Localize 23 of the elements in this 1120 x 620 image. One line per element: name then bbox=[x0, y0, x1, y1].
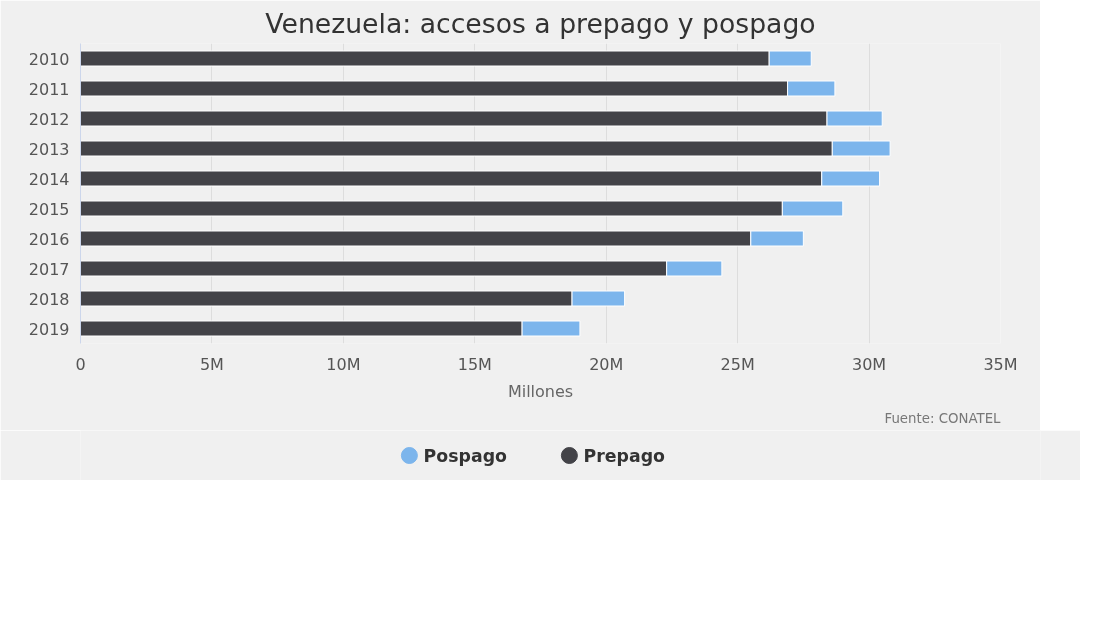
y-tick-label: 2019 bbox=[28, 319, 70, 339]
x-tick-label: 10M bbox=[326, 354, 361, 374]
chart-title: Venezuela: accesos a prepago y pospago bbox=[265, 7, 816, 39]
x-tick-label: 25M bbox=[720, 354, 755, 374]
y-tick-label: 2013 bbox=[28, 139, 70, 159]
x-tick-label: 30M bbox=[851, 354, 887, 374]
y-tick-label: 2015 bbox=[28, 199, 70, 219]
y-tick-label: 2016 bbox=[28, 229, 70, 249]
legend-label: Prepago bbox=[583, 445, 666, 466]
y-tick-label: 2011 bbox=[28, 79, 70, 99]
y-tick-label: 2018 bbox=[28, 289, 70, 309]
x-tick-label: 15M bbox=[457, 354, 492, 374]
x-tick-label: 35M bbox=[983, 354, 1018, 374]
x-tick-label: 20M bbox=[589, 354, 624, 374]
y-tick-label: 2014 bbox=[28, 169, 70, 189]
x-tick-label: 5M bbox=[199, 354, 224, 374]
x-axis-title: Millones bbox=[507, 381, 574, 401]
legend-label: Pospago bbox=[423, 445, 508, 466]
y-tick-label: 2017 bbox=[28, 259, 70, 279]
x-tick-label: 0 bbox=[75, 354, 86, 374]
y-tick-label: 2010 bbox=[28, 49, 70, 69]
source-note: Fuente: CONATEL bbox=[884, 410, 1002, 426]
y-tick-label: 2012 bbox=[28, 109, 70, 129]
